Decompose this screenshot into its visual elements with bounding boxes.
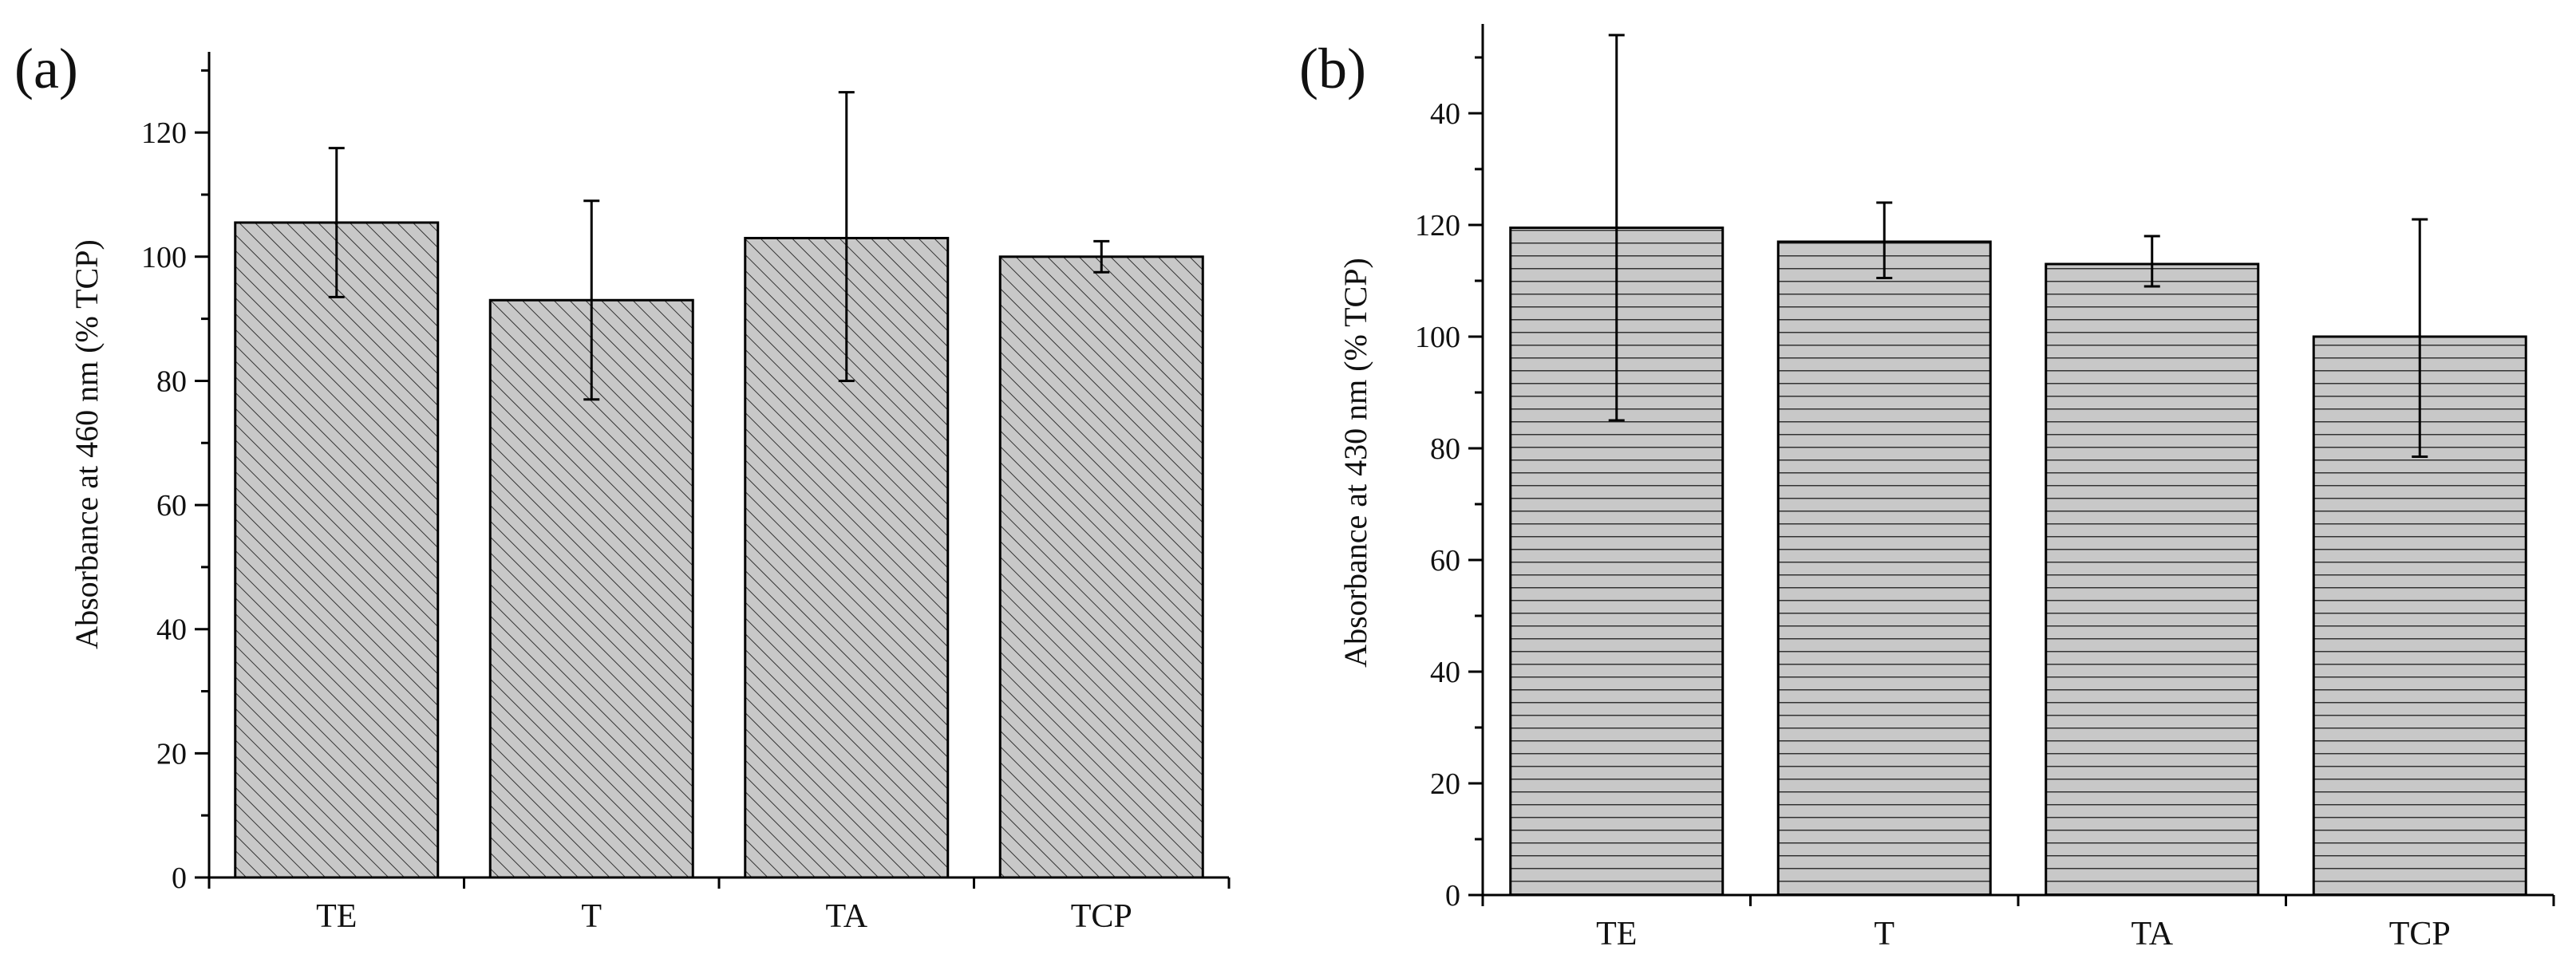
error-bar-b-te xyxy=(1608,34,1625,422)
y-tick-label-b: 40 xyxy=(1430,97,1460,131)
y-tick-label-a: 20 xyxy=(156,737,187,771)
y-tick-label-a: 60 xyxy=(156,489,187,522)
error-bars-a xyxy=(328,91,1110,401)
y-tick-label-b: 40 xyxy=(1430,656,1460,689)
y-tick-label-a: 40 xyxy=(156,613,187,647)
y-ticks-b: 0 20 40 60 80 100 120 40 xyxy=(1415,56,1483,913)
error-bar-b-tcp xyxy=(2412,218,2428,458)
bar-b-t xyxy=(1776,240,1992,897)
y-tick-label-b: 20 xyxy=(1430,767,1460,801)
x-category-label-b-ta: TA xyxy=(2131,916,2173,952)
chart-panel-b: (b) Absorbance at 430 nm (% TCP) 0 20 40 60… xyxy=(1299,24,2555,952)
y-axis-title-a: Absorbance at 460 nm (% TCP) xyxy=(69,239,105,649)
x-category-label-b-te: TE xyxy=(1596,916,1637,952)
error-bar-a-ta xyxy=(838,91,855,382)
y-ticks-a: 0 20 40 60 80 100 120 xyxy=(141,69,209,895)
y-tick-label-b: 80 xyxy=(1430,432,1460,466)
y-tick-label-a: 100 xyxy=(141,241,187,274)
panel-label-a: (a) xyxy=(14,37,78,101)
bar-a-te xyxy=(234,221,440,879)
error-bar-b-t xyxy=(1876,201,1893,279)
panel-label-b: (b) xyxy=(1299,37,1366,101)
x-category-label-b-t: T xyxy=(1874,916,1894,952)
error-bar-b-ta xyxy=(2143,235,2160,288)
bar-a-tcp xyxy=(998,255,1204,879)
chart-panel-a: (a) Absorbance at 460 nm (% TCP) 0 20 40 60… xyxy=(14,37,1231,935)
bar-b-ta xyxy=(2045,262,2260,897)
y-tick-label-a: 0 xyxy=(172,862,187,895)
bars-a xyxy=(234,221,1204,879)
x-category-label-a-tcp: TCP xyxy=(1071,898,1132,935)
error-bar-a-tcp xyxy=(1093,239,1110,274)
x-categories-b: TE T TA TCP xyxy=(1596,916,2451,952)
error-bar-a-te xyxy=(328,147,345,298)
y-tick-label-a: 120 xyxy=(141,116,187,150)
y-tick-label-b: 100 xyxy=(1415,321,1460,354)
bars-b xyxy=(1509,227,2527,897)
x-category-label-b-tcp: TCP xyxy=(2389,916,2451,952)
y-tick-label-b: 0 xyxy=(1445,879,1460,913)
y-tick-label-b: 120 xyxy=(1415,209,1460,243)
error-bar-a-t xyxy=(583,199,600,401)
x-category-label-a-t: T xyxy=(581,898,602,935)
x-category-label-a-te: TE xyxy=(316,898,357,935)
y-tick-label-b: 60 xyxy=(1430,544,1460,578)
error-bars-b xyxy=(1608,34,2428,458)
x-category-label-a-ta: TA xyxy=(825,898,867,935)
y-tick-label-a: 80 xyxy=(156,365,187,398)
x-categories-a: TE T TA TCP xyxy=(316,898,1132,935)
y-axis-title-b: Absorbance at 430 nm (% TCP) xyxy=(1337,258,1373,668)
